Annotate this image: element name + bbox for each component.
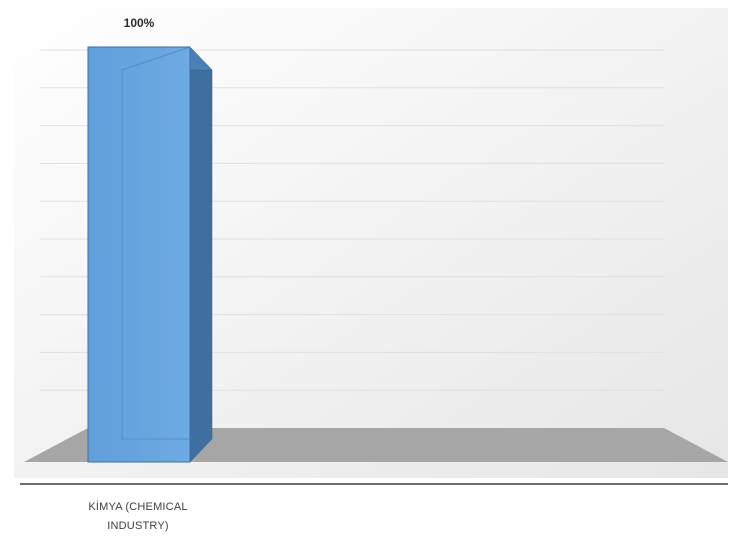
bar-side-face bbox=[189, 46, 213, 463]
x-tick-label-kimya: KİMYA (CHEMICAL INDUSTRY) bbox=[28, 498, 248, 536]
bar-kimya bbox=[87, 46, 213, 463]
bar-inner-edge bbox=[121, 46, 191, 440]
data-label-kimya: 100% bbox=[123, 16, 155, 30]
x-tick-label-line-1: KİMYA (CHEMICAL bbox=[88, 501, 188, 513]
bar-front-face bbox=[87, 46, 191, 463]
x-tick-label-line-2: INDUSTRY) bbox=[107, 520, 169, 532]
